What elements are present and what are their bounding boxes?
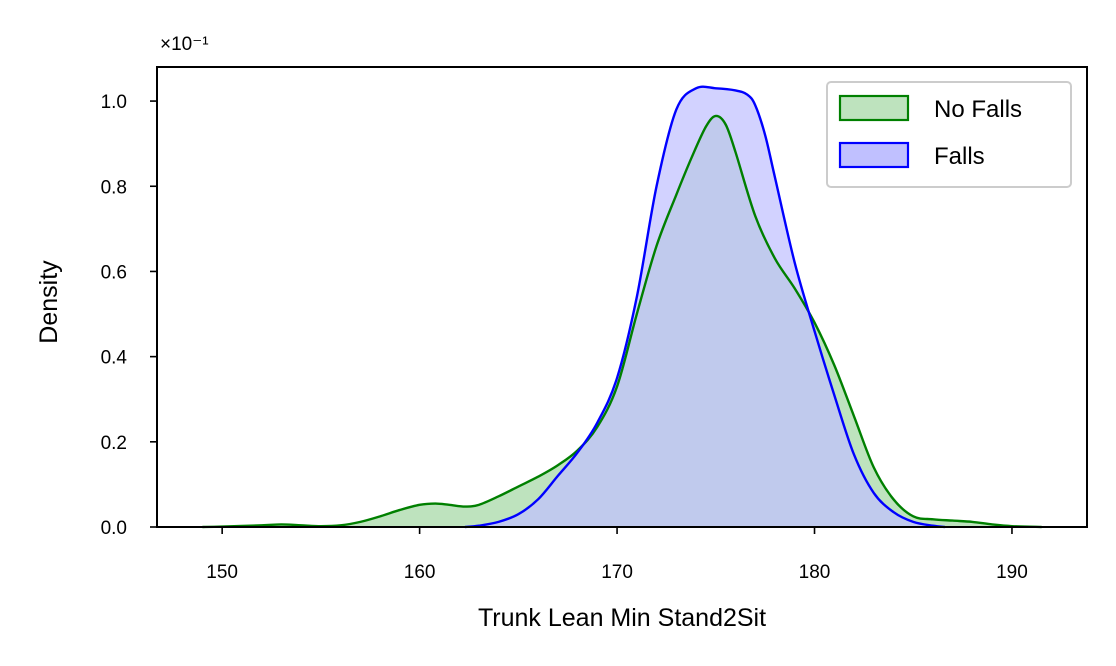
y-tick-label: 0.2 <box>101 433 127 454</box>
y-tick-label: 0.6 <box>101 262 127 283</box>
x-tick-label: 160 <box>404 562 436 583</box>
series-line-falls <box>464 85 945 529</box>
x-tick-label: 190 <box>996 562 1028 583</box>
y-axis: 0.0 0.2 0.4 0.6 0.8 1.0 <box>101 92 157 539</box>
y-tick-label: 0.8 <box>101 177 127 198</box>
x-axis: 150 160 170 180 190 <box>206 527 1028 583</box>
y-scale-factor-label: ×10⁻¹ <box>160 34 209 55</box>
y-tick-label: 1.0 <box>101 92 127 113</box>
axes-frame <box>156 66 1088 528</box>
y-axis-title: Density <box>35 260 63 344</box>
x-axis-title: Trunk Lean Min Stand2Sit <box>478 604 766 632</box>
legend-swatch-no-falls <box>838 94 910 122</box>
legend-label-falls: Falls <box>934 143 985 170</box>
x-tick-label: 170 <box>601 562 633 583</box>
x-tick-label: 150 <box>206 562 238 583</box>
legend: No Falls Falls <box>826 81 1072 188</box>
legend-label-no-falls: No Falls <box>934 96 1022 123</box>
y-tick-label: 0.4 <box>101 348 128 369</box>
series-area-falls <box>465 86 945 528</box>
legend-swatch-falls <box>838 141 910 169</box>
x-tick-label: 180 <box>799 562 831 583</box>
series-line-no-falls <box>202 114 1042 529</box>
y-tick-label: 0.0 <box>101 518 127 539</box>
plot-area <box>202 85 1042 529</box>
